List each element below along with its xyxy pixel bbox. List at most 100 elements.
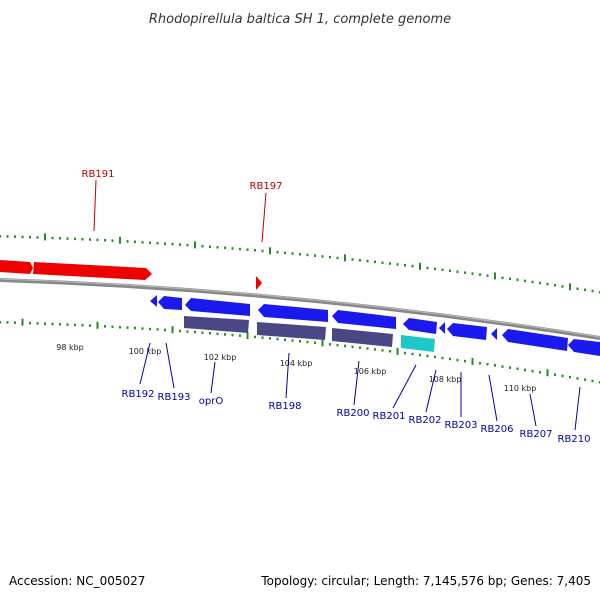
minor-tick	[561, 374, 564, 378]
label-leader	[392, 364, 417, 409]
gene-label-rb202[interactable]: RB202	[409, 415, 442, 426]
gene-label-rb197[interactable]: RB197	[250, 181, 283, 192]
minor-tick	[141, 241, 144, 244]
major-tick	[269, 247, 271, 255]
minor-tick	[254, 249, 256, 252]
minor-tick	[336, 343, 339, 347]
minor-tick	[89, 238, 91, 241]
minor-tick	[201, 331, 204, 334]
reverse-gene-arrow[interactable]	[332, 310, 396, 329]
reverse-gene-arrow[interactable]	[568, 339, 600, 356]
forward-gene-arrow[interactable]	[0, 260, 33, 274]
minor-tick	[179, 243, 181, 246]
minor-tick	[584, 288, 586, 292]
minor-tick	[321, 255, 324, 258]
reverse-gene-arrow[interactable]	[158, 296, 182, 310]
minor-tick	[231, 247, 234, 250]
lower-tick-track	[0, 318, 600, 384]
minor-tick	[21, 235, 24, 239]
minor-tick	[374, 260, 376, 264]
minor-tick	[291, 339, 294, 342]
major-tick	[246, 332, 249, 340]
reverse-gene-arrow[interactable]	[403, 318, 437, 334]
minor-tick	[501, 365, 504, 368]
major-tick	[419, 262, 421, 270]
gene-label-rb210[interactable]: RB210	[558, 434, 591, 445]
minor-tick	[569, 375, 571, 379]
minor-tick	[554, 284, 556, 287]
minor-tick	[434, 355, 436, 359]
minor-tick	[344, 344, 346, 348]
minor-tick	[516, 278, 519, 282]
minor-tick	[336, 256, 339, 260]
forward-gene-arrow-rb197[interactable]	[256, 276, 262, 290]
reverse-gene-arrow[interactable]	[185, 298, 250, 316]
minor-tick	[6, 321, 9, 324]
gene-label-rb203[interactable]: RB203	[445, 420, 478, 431]
minor-tick	[14, 235, 16, 238]
gene-label-opro[interactable]: oprO	[199, 396, 224, 407]
reverse-gene-arrow[interactable]	[491, 328, 497, 340]
gene-label-rb191[interactable]: RB191	[82, 169, 115, 180]
minor-tick	[254, 335, 256, 339]
position-label: 98 kbp	[56, 343, 84, 352]
minor-tick	[359, 259, 361, 262]
reverse-gene-arrow[interactable]	[258, 304, 328, 322]
gene-label-rb193[interactable]: RB193	[158, 392, 191, 403]
minor-tick	[404, 264, 406, 267]
minor-tick	[171, 242, 174, 246]
map-title: Rhodopirellula baltica SH 1, complete ge…	[149, 12, 451, 27]
minor-tick	[471, 272, 474, 275]
minor-tick	[29, 235, 31, 239]
gene-label-rb192[interactable]: RB192	[122, 389, 155, 400]
minor-tick	[239, 334, 241, 337]
minor-tick	[381, 349, 384, 352]
cds-feature[interactable]	[184, 316, 249, 333]
cds-feature[interactable]	[332, 328, 393, 347]
gene-label-rb200[interactable]: RB200	[337, 408, 370, 419]
minor-tick	[366, 259, 369, 263]
forward-gene-arrow-rb191[interactable]	[33, 262, 152, 280]
minor-tick	[134, 326, 136, 330]
position-label: 110 kbp	[504, 384, 537, 393]
minor-tick	[351, 258, 354, 261]
rna-feature[interactable]	[401, 335, 435, 352]
position-label: 104 kbp	[280, 359, 313, 368]
cds-feature[interactable]	[257, 322, 326, 340]
gene-label-rb207[interactable]: RB207	[520, 429, 553, 440]
label-leader	[93, 179, 97, 232]
label-leader	[139, 342, 151, 385]
minor-tick	[314, 254, 316, 257]
major-tick	[96, 321, 99, 329]
minor-tick	[239, 247, 241, 251]
minor-tick	[81, 324, 84, 327]
minor-tick	[591, 379, 594, 383]
gene-label-rb201[interactable]: RB201	[373, 411, 406, 422]
major-tick	[171, 326, 174, 334]
minor-tick	[576, 377, 579, 380]
position-label: 100 kbp	[129, 347, 162, 356]
minor-tick	[314, 341, 316, 344]
label-leader	[574, 386, 581, 431]
minor-tick	[276, 337, 279, 341]
minor-tick	[261, 249, 264, 253]
major-tick	[344, 254, 346, 262]
minor-tick	[51, 322, 54, 326]
gene-label-rb206[interactable]: RB206	[481, 424, 514, 435]
minor-tick	[329, 343, 331, 346]
minor-tick	[284, 338, 286, 341]
gene-label-rb198[interactable]: RB198	[269, 401, 302, 412]
minor-tick	[224, 246, 226, 250]
genome-backbone-highlight	[0, 278, 600, 338]
reverse-gene-arrow[interactable]	[447, 323, 487, 340]
major-tick	[569, 283, 571, 291]
reverse-gene-arrow[interactable]	[502, 329, 568, 351]
minor-tick	[576, 287, 579, 290]
minor-tick	[0, 321, 1, 324]
minor-tick	[404, 351, 406, 355]
reverse-gene-arrow[interactable]	[150, 295, 157, 307]
minor-tick	[299, 253, 301, 256]
minor-tick	[584, 378, 586, 381]
reverse-gene-arrow[interactable]	[439, 322, 445, 334]
